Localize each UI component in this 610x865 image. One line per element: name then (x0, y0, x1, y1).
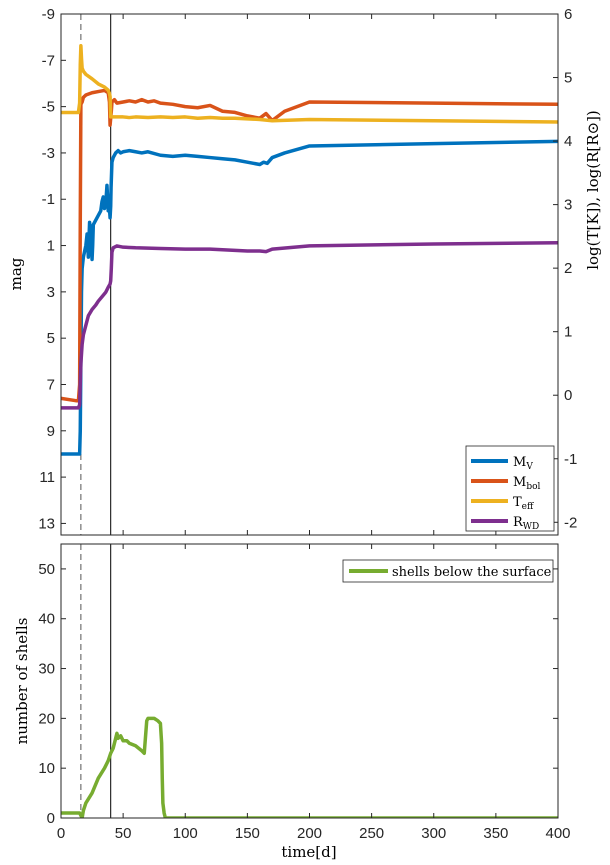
bottom-x-tick-label: 200 (297, 825, 322, 842)
top-series-group (61, 44, 558, 456)
bottom-y-tick-label: 20 (38, 710, 55, 727)
bottom-y-tick-label: 40 (38, 611, 55, 628)
bottom-x-tick-label: 100 (173, 825, 198, 842)
bottom-legend-label: shells below the surface (392, 565, 552, 580)
legend-label-mbol: Mbol (513, 475, 540, 492)
top-left-tick-label: -5 (42, 99, 55, 116)
top-right-tick-label: 1 (564, 324, 572, 341)
legend-label-mv: MV (513, 455, 533, 472)
top-right-ylabel: log(T[K]), log(R[R⊙]) (584, 110, 602, 270)
top-left-ylabel: mag (7, 257, 25, 290)
top-left-tick-label: 7 (47, 376, 55, 393)
bottom-y-tick-label: 50 (38, 561, 55, 578)
top-left-tick-label: 5 (47, 330, 55, 347)
bottom-y-ticks: 0 10 20 30 40 50 (38, 561, 558, 827)
top-legend-box (465, 445, 555, 532)
top-right-tick-label: 5 (564, 70, 572, 87)
bottom-y-tick-label: 0 (47, 810, 55, 827)
bottom-x-tick-label: 350 (483, 825, 508, 842)
bottom-x-tick-label: 400 (545, 825, 570, 842)
top-left-tick-label: 9 (47, 423, 55, 440)
bottom-ylabel: number of shells (13, 618, 31, 745)
bottom-series-group (61, 716, 558, 818)
bottom-x-tick-label: 250 (359, 825, 384, 842)
top-right-tick-label: -1 (564, 451, 577, 468)
bottom-plot-area (61, 544, 558, 818)
top-right-tick-label: 6 (564, 6, 572, 23)
top-left-tick-label: 11 (39, 469, 55, 486)
top-right-tick-label: -2 (564, 514, 577, 531)
series-line-shells (61, 716, 558, 818)
bottom-y-tick-label: 30 (38, 661, 55, 678)
top-left-tick-label: 3 (47, 284, 55, 301)
bottom-xlabel: time[d] (281, 843, 336, 861)
series-line-mv (61, 139, 558, 456)
bottom-x-tick-label: 300 (421, 825, 446, 842)
top-right-tick-label: 0 (564, 387, 572, 404)
series-line-mbol (61, 88, 558, 403)
bottom-vertical-lines (80, 544, 112, 818)
top-left-tick-label: -7 (42, 52, 55, 69)
series-line-rwd (61, 240, 558, 410)
legend-label-rwd: RWD (513, 515, 539, 532)
top-right-tick-label: 2 (564, 260, 572, 277)
bottom-legend-box (342, 559, 554, 583)
top-right-tick-label: 4 (564, 133, 572, 150)
bottom-chart-panel: 0 10 20 30 40 50 0 50 100 150 200 250 300 350 400 num… (13, 543, 571, 861)
series-line-teff (61, 44, 558, 124)
bottom-x-tick-label: 150 (235, 825, 260, 842)
top-left-tick-label: 1 (47, 238, 55, 255)
bottom-legend: shells below the surface (342, 559, 554, 583)
top-left-tick-label: -1 (42, 191, 55, 208)
legend-label-teff: Teff (513, 495, 534, 512)
top-right-tick-label: 3 (564, 197, 572, 214)
top-left-tick-label: -3 (42, 145, 55, 162)
bottom-x-tick-label: 0 (57, 825, 65, 842)
bottom-y-tick-label: 10 (38, 760, 55, 777)
top-left-tick-label: -9 (42, 6, 55, 23)
top-right-ticks: -2 -1 0 1 2 3 4 5 6 (553, 6, 577, 531)
bottom-x-ticks: 0 50 100 150 200 250 300 350 400 (57, 544, 571, 842)
top-left-tick-label: 13 (38, 515, 55, 532)
top-legend: MV Mbol Teff RWD (465, 445, 555, 532)
bottom-x-tick-label: 50 (115, 825, 132, 842)
